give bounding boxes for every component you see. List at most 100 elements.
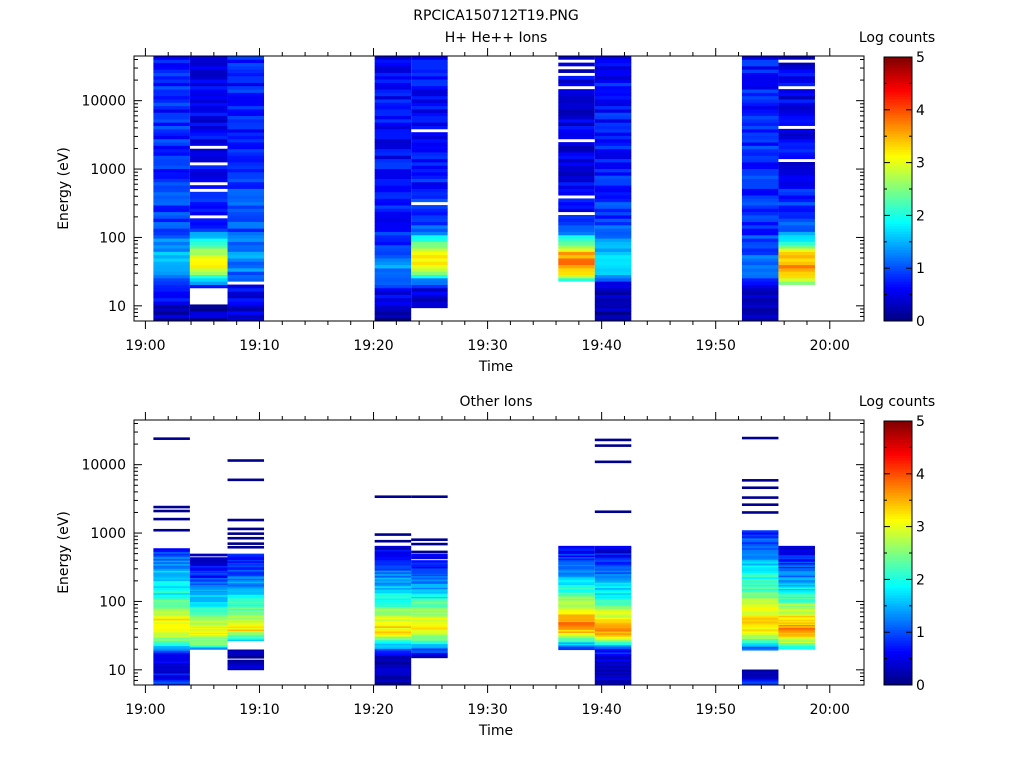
spectrogram-cell bbox=[778, 582, 815, 584]
spectrogram-cell bbox=[374, 264, 412, 269]
x-tick-label: 19:30 bbox=[467, 338, 507, 354]
spectrogram-cell bbox=[153, 630, 190, 633]
spectrogram-cell bbox=[411, 215, 448, 219]
spectrogram-cell bbox=[558, 205, 595, 209]
spectrogram-cell bbox=[227, 653, 265, 656]
spectrogram-cell bbox=[153, 618, 190, 621]
spectrogram-cell bbox=[374, 195, 412, 199]
spectrogram-cell bbox=[153, 681, 190, 684]
spectrogram-cell bbox=[411, 264, 448, 269]
spectrogram-cell bbox=[741, 580, 779, 583]
spectrogram-cell bbox=[227, 291, 265, 295]
spectrogram-cell bbox=[374, 653, 412, 656]
spectrogram-cell bbox=[227, 655, 265, 658]
spectrogram-cell bbox=[227, 579, 265, 582]
spectrogram-cell bbox=[778, 579, 815, 582]
spectrogram-cell bbox=[594, 56, 632, 60]
spectrogram-cell bbox=[374, 667, 412, 670]
spectrogram-cell bbox=[741, 268, 779, 272]
spectrogram-cell bbox=[227, 271, 265, 276]
spectrogram-cell bbox=[189, 59, 228, 64]
colorbar-step bbox=[884, 257, 912, 261]
spectrogram-cell bbox=[594, 277, 632, 282]
spectrogram-cell bbox=[374, 261, 412, 266]
colorbar-step bbox=[884, 120, 912, 124]
spectrogram-cell bbox=[411, 301, 448, 305]
spectrogram-cell bbox=[558, 572, 595, 575]
spectrogram-cell bbox=[558, 569, 595, 572]
spectrogram-cell bbox=[374, 258, 412, 262]
spectrogram-cell bbox=[374, 575, 412, 578]
colorbar-step bbox=[884, 663, 912, 668]
spectrogram-cell bbox=[227, 591, 265, 594]
spectrogram-cell bbox=[374, 112, 412, 117]
spectrogram-cell bbox=[227, 627, 265, 630]
spectrogram-cell bbox=[374, 658, 412, 662]
spectrogram-cell bbox=[778, 647, 815, 650]
spectrogram-cell bbox=[411, 647, 448, 650]
spectrogram-cell bbox=[594, 577, 632, 580]
colorbar-step bbox=[884, 436, 912, 440]
spectrogram-cell bbox=[153, 201, 190, 206]
spectrogram-cell bbox=[153, 128, 190, 133]
spectrogram-cell bbox=[778, 578, 815, 580]
spectrogram-cell bbox=[227, 228, 265, 232]
colorbar-step bbox=[884, 516, 912, 520]
spectrogram-cell bbox=[374, 638, 412, 641]
spectrogram-cell bbox=[411, 65, 448, 70]
spectrogram-column bbox=[411, 495, 448, 659]
spectrogram-cell bbox=[741, 630, 779, 634]
spectrogram-cell bbox=[374, 549, 412, 552]
spectrogram-cell bbox=[227, 274, 265, 279]
spectrogram-cell bbox=[778, 65, 815, 70]
spectrogram-cell bbox=[741, 165, 779, 170]
colorbar-tick-label: 2 bbox=[916, 208, 925, 224]
spectrogram-cell bbox=[227, 616, 265, 618]
spectrogram-line bbox=[227, 545, 265, 549]
spectrogram-cell bbox=[558, 578, 595, 581]
spectrogram-column bbox=[189, 56, 228, 322]
spectrogram-cell bbox=[374, 641, 412, 644]
spectrogram-cell bbox=[741, 565, 779, 568]
spectrogram-cell bbox=[153, 171, 190, 176]
spectrogram-cell bbox=[594, 650, 632, 653]
colorbar-step bbox=[884, 130, 912, 135]
spectrogram-cell bbox=[778, 615, 815, 618]
spectrogram-cell bbox=[778, 145, 815, 150]
colorbar-step bbox=[884, 529, 912, 533]
spectrogram-cell bbox=[411, 158, 448, 163]
spectrogram-cell bbox=[558, 589, 595, 592]
spectrogram-cell bbox=[189, 231, 228, 236]
spectrogram-cell bbox=[227, 555, 265, 557]
spectrogram-cell bbox=[374, 618, 412, 622]
spectrogram-cell bbox=[594, 573, 632, 576]
spectrogram-cell bbox=[189, 553, 228, 556]
spectrogram-cell bbox=[594, 667, 632, 670]
spectrogram-cell bbox=[778, 632, 815, 635]
spectrogram-cell bbox=[741, 572, 779, 576]
spectrogram-cell bbox=[558, 586, 595, 589]
spectrogram-cell bbox=[374, 636, 412, 639]
spectrogram-cell bbox=[153, 165, 190, 170]
spectrogram-cell bbox=[594, 646, 632, 649]
spectrogram-cell bbox=[374, 674, 412, 677]
spectrogram-cell bbox=[558, 629, 595, 632]
spectrogram-cell bbox=[778, 594, 815, 597]
spectrogram-cell bbox=[741, 576, 779, 579]
spectrogram-cell bbox=[227, 56, 265, 60]
spectrogram-cell bbox=[374, 311, 412, 315]
spectrogram-cell bbox=[741, 241, 779, 246]
spectrogram-cell bbox=[411, 564, 448, 566]
spectrogram-cell bbox=[411, 617, 448, 620]
spectrogram-cell bbox=[594, 594, 632, 597]
x-tick-label: 19:50 bbox=[696, 338, 736, 354]
colorbar-step bbox=[884, 175, 912, 179]
spectrogram-cell bbox=[741, 75, 779, 80]
spectrogram-cell bbox=[558, 221, 595, 226]
colorbar-step bbox=[884, 513, 912, 517]
spectrogram-cell bbox=[558, 624, 595, 627]
spectrogram-cell bbox=[374, 205, 412, 209]
colorbar-step bbox=[884, 186, 912, 190]
